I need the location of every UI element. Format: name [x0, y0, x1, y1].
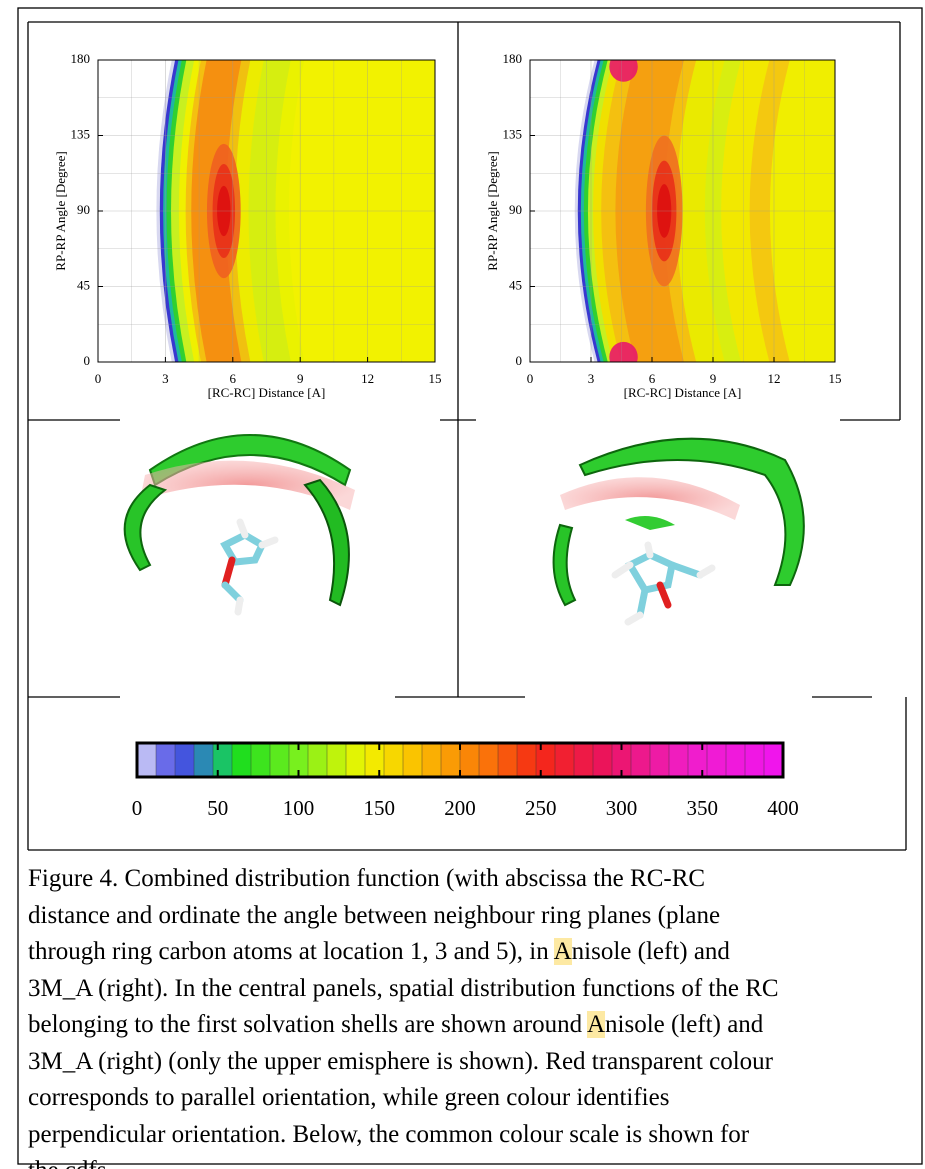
contour-peak — [609, 60, 638, 82]
colorbar-cell — [307, 742, 328, 778]
x-tick-label: 3 — [162, 371, 169, 386]
colorbar-cell — [516, 742, 537, 778]
colorbar-cell — [668, 742, 689, 778]
colorbar-cell — [459, 742, 480, 778]
colorbar-tick-label: 0 — [132, 796, 143, 820]
y-tick-label: 0 — [84, 353, 91, 368]
x-tick-label: 15 — [829, 371, 842, 386]
colorbar-cell — [592, 742, 613, 778]
colorbar-cell — [383, 742, 404, 778]
colorbar-cell — [649, 742, 670, 778]
y-tick-label: 90 — [509, 202, 522, 217]
colorbar-cell — [174, 742, 195, 778]
colorbar-cell — [326, 742, 347, 778]
colorbar-cell — [478, 742, 499, 778]
caption-line: the cdfs. — [28, 1156, 113, 1169]
plot-frame — [97, 59, 436, 363]
caption-text: nisole (left) and — [571, 938, 730, 965]
colorbar-cell — [193, 742, 214, 778]
caption-text: distance and ordinate the angle between … — [28, 901, 721, 929]
colorbar-cell — [630, 742, 651, 778]
caption-text: 3M_A (right). In the central panels, spa… — [28, 974, 779, 1002]
x-tick-label: 6 — [230, 371, 237, 386]
caption-text: A — [586, 1011, 606, 1038]
caption-text: the cdfs. — [28, 1157, 113, 1169]
colorbar-tick-label: 150 — [364, 796, 396, 820]
caption-line: distance and ordinate the angle between … — [28, 901, 720, 931]
colorbar-tick-label: 100 — [283, 796, 315, 820]
colorbar-cell — [421, 742, 442, 778]
plot-frame — [529, 59, 836, 363]
y-tick-label: 135 — [71, 126, 91, 141]
x-tick-label: 12 — [361, 371, 374, 386]
colorbar-cell — [763, 742, 784, 778]
colorbar-cell — [554, 742, 575, 778]
colorbar-cell — [402, 742, 423, 778]
y-tick-label: 180 — [503, 51, 523, 66]
x-tick-label: 9 — [710, 371, 717, 386]
colorbar-cell — [573, 742, 594, 778]
colorbar-cell — [269, 742, 290, 778]
caption-line: belonging to the first solvation shells … — [28, 1010, 763, 1040]
colorbar-tick-label: 400 — [767, 796, 799, 820]
colorbar-tick-label: 300 — [606, 796, 638, 820]
colorbar-cell — [706, 742, 727, 778]
contour-plot — [530, 60, 835, 362]
x-tick-label: 9 — [297, 371, 304, 386]
y-tick-label: 90 — [77, 202, 90, 217]
y-tick-label: 45 — [509, 277, 522, 292]
colorbar-tick-label: 250 — [525, 796, 557, 820]
caption-line: through ring carbon atoms at location 1,… — [28, 937, 730, 967]
colorbar-cell — [535, 742, 556, 778]
contour-peak — [609, 341, 638, 362]
colorbar-cell — [155, 742, 176, 778]
caption-line: 3M_A (right). In the central panels, spa… — [28, 974, 779, 1004]
y-tick-label: 0 — [516, 353, 523, 368]
x-tick-label: 3 — [588, 371, 595, 386]
sdf-right — [552, 437, 805, 626]
colorbar-cell — [231, 742, 252, 778]
caption-text: A — [553, 938, 572, 965]
caption-line: corresponds to parallel orientation, whi… — [28, 1083, 669, 1113]
colorbar-tick-label: 200 — [444, 796, 476, 820]
caption-text: corresponds to parallel orientation, whi… — [28, 1084, 670, 1111]
caption-text: nisole (left) and — [605, 1011, 764, 1038]
sdf-left — [123, 434, 355, 616]
y-axis-label: RP-RP Angle [Degree] — [485, 151, 500, 270]
colorbar-cell — [725, 742, 746, 778]
caption-text: through ring carbon atoms at location 1,… — [28, 938, 554, 965]
colorbar-cell — [687, 742, 708, 778]
colorbar-cell — [345, 742, 366, 778]
colorbar-cell — [744, 742, 765, 778]
colorbar-tick-label: 50 — [207, 796, 228, 820]
y-axis-label: RP-RP Angle [Degree] — [53, 151, 68, 270]
colorbar-cell — [250, 742, 271, 778]
x-tick-label: 15 — [429, 371, 442, 386]
caption-text: 3M_A (right) (only the upper emisphere i… — [28, 1047, 773, 1075]
x-axis-label: [RC-RC] Distance [A] — [624, 385, 742, 400]
y-tick-label: 180 — [71, 51, 91, 66]
x-tick-label: 12 — [768, 371, 781, 386]
frame — [17, 7, 923, 1165]
x-tick-label: 6 — [649, 371, 656, 386]
x-tick-label: 0 — [95, 371, 102, 386]
x-tick-label: 0 — [527, 371, 534, 386]
colorbar-cell — [364, 742, 385, 778]
colorbar-cell — [440, 742, 461, 778]
caption-text: perpendicular orientation. Below, the co… — [28, 1120, 750, 1148]
caption-line: 3M_A (right) (only the upper emisphere i… — [28, 1047, 773, 1077]
caption-line: perpendicular orientation. Below, the co… — [28, 1120, 749, 1150]
caption-text: belonging to the first solvation shells … — [28, 1011, 587, 1038]
colorbar-cell — [497, 742, 518, 778]
caption-line: Figure 4. Combined distribution function… — [28, 864, 705, 894]
y-tick-label: 45 — [77, 277, 90, 292]
colorbar-cell — [136, 742, 157, 778]
x-axis-label: [RC-RC] Distance [A] — [208, 385, 326, 400]
colorbar-cell — [212, 742, 233, 778]
colorbar-tick-label: 350 — [687, 796, 719, 820]
y-tick-label: 135 — [503, 126, 523, 141]
caption-text: Figure 4. Combined distribution function… — [28, 865, 706, 892]
